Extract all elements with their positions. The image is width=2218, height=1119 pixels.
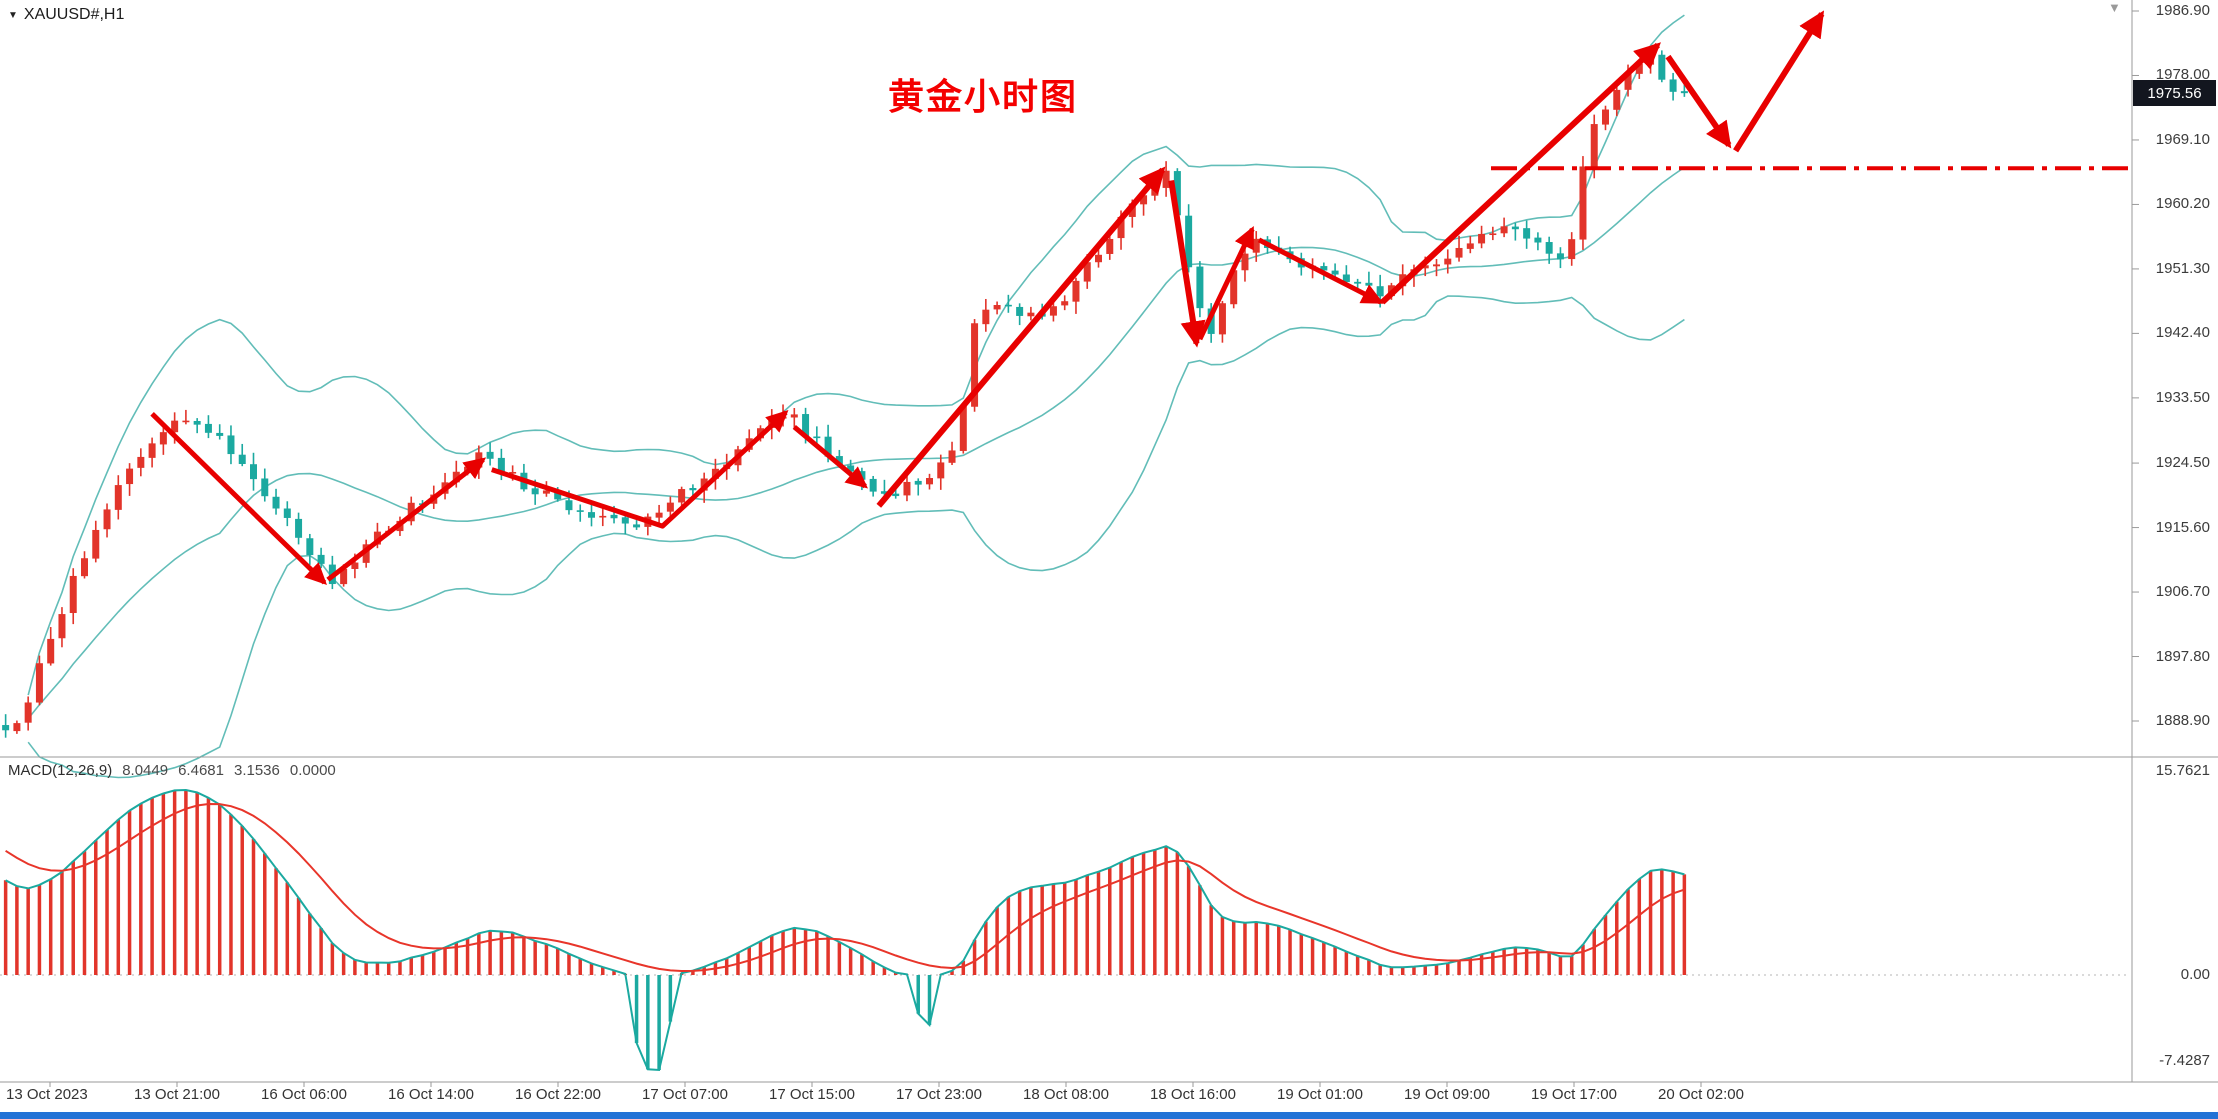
time-axis-label: 17 Oct 23:00 [896,1086,982,1103]
chevron-down-icon[interactable]: ▼ [8,9,18,21]
price-axis-label: 1906.70 [2155,583,2210,601]
macd-scale-label: 0.00 [2180,966,2210,983]
bollinger-bands [27,14,1685,779]
time-axis[interactable]: 13 Oct 2023 13 Oct 21:00 16 Oct 06:00 16 Oc… [0,1086,2218,1110]
price-axis-label: 1933.50 [2155,388,2210,406]
panel-separators [0,0,2218,1087]
macd-value-main: 8.0449 [122,762,169,779]
time-axis-label: 19 Oct 01:00 [1277,1086,1363,1103]
macd-value-extra: 0.0000 [289,762,336,779]
price-axis-label: 1942.40 [2155,324,2210,342]
time-axis-label: 13 Oct 21:00 [134,1086,220,1103]
price-axis-label: 1960.20 [2155,195,2210,213]
price-axis-label: 1978.00 [2155,66,2210,84]
chart-title-annotation: 黄金小时图 [888,76,1079,117]
current-price-tag: 1975.56 [2133,80,2216,107]
time-axis-label: 16 Oct 22:00 [515,1086,601,1103]
time-axis-label: 17 Oct 07:00 [642,1086,728,1103]
macd-name: MACD(12,26,9) [8,762,113,779]
price-axis-label: 1951.30 [2155,259,2210,277]
time-axis-label: 16 Oct 14:00 [388,1086,474,1103]
price-axis-label: 1915.60 [2155,518,2210,536]
time-axis-label: 13 Oct 2023 [6,1086,88,1103]
price-axis[interactable]: 1986.90 1978.00 1969.10 1960.20 1951.30 1942.… [2136,0,2216,1082]
price-axis-label: 1924.50 [2155,454,2210,472]
macd-panel-group [0,788,2130,1072]
symbol-text: XAUUSD#,H1 [23,6,125,23]
scroll-marker-icon[interactable]: ▼ [2108,0,2121,15]
bottom-strip [0,1112,2218,1119]
candles-group [2,48,1688,738]
time-axis-label: 18 Oct 08:00 [1023,1086,1109,1103]
macd-value-hist: 3.1536 [233,762,280,779]
time-axis-label: 19 Oct 09:00 [1404,1086,1490,1103]
macd-scale[interactable]: 15.7621 0.00 -7.4287 [2136,0,2216,1082]
current-price-value: 1975.56 [2147,84,2202,102]
symbol-label: ▼ XAUUSD#,H1 [8,6,124,24]
time-axis-label: 20 Oct 02:00 [1658,1086,1744,1103]
annotation-arrows [150,10,1825,586]
time-axis-label: 17 Oct 15:00 [769,1086,855,1103]
macd-value-signal: 6.4681 [178,762,224,779]
time-axis-label: 18 Oct 16:00 [1150,1086,1236,1103]
macd-indicator-label: MACD(12,26,9) 8.0449 6.4681 3.1536 0.000… [8,762,336,779]
time-axis-label: 19 Oct 17:00 [1531,1086,1617,1103]
price-axis-label: 1969.10 [2155,130,2210,148]
price-axis-label: 1888.90 [2155,712,2210,729]
macd-scale-label: -7.4287 [2159,1052,2210,1069]
price-axis-label: 1897.80 [2155,647,2210,665]
macd-scale-label: 15.7621 [2155,762,2210,779]
time-axis-label: 16 Oct 06:00 [261,1086,347,1103]
price-axis-label: 1986.90 [2155,2,2210,19]
